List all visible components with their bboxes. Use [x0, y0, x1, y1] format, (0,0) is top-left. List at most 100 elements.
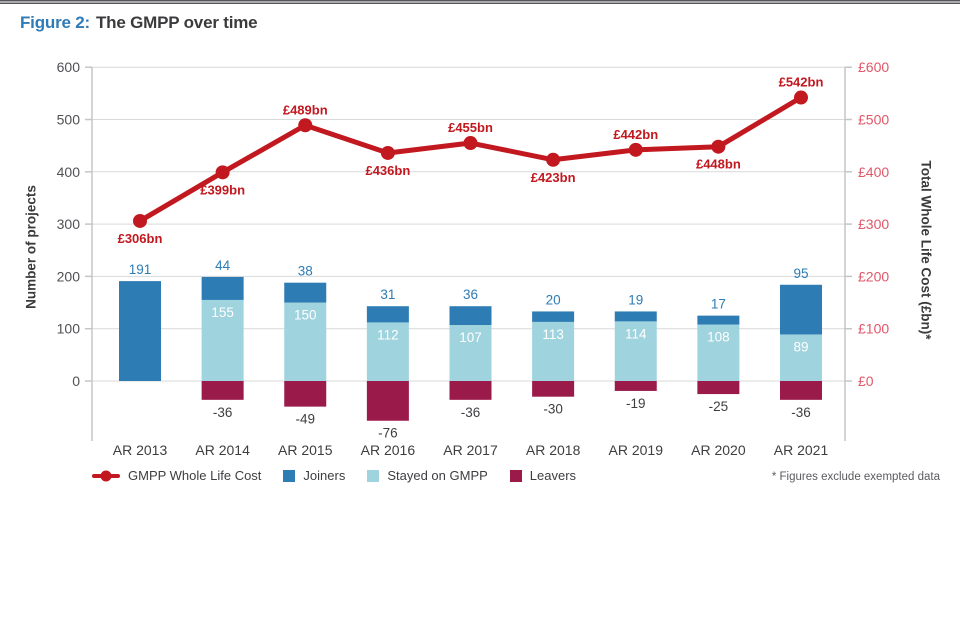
bar-segment-joiners [697, 315, 740, 325]
chart-legend: GMPP Whole Life Cost Joiners Stayed on G… [92, 468, 576, 483]
data-point-label: £442bn [613, 127, 658, 142]
bar-value-joiners: 95 [793, 266, 808, 281]
data-point [546, 152, 561, 167]
x-axis-label: AR 2014 [195, 442, 250, 458]
bar-segment-stayed [532, 321, 575, 381]
bar-segment-leavers [614, 381, 657, 391]
x-axis-label: AR 2013 [113, 442, 168, 458]
data-point [133, 213, 147, 228]
x-axis-label: AR 2016 [361, 442, 416, 458]
x-axis-label: AR 2017 [443, 442, 498, 458]
data-point [215, 165, 230, 180]
bar-value-leavers: -36 [791, 405, 811, 420]
figure-title: Figure 2: The GMPP over time [20, 13, 258, 33]
left-axis-tick-label: 200 [57, 268, 81, 284]
x-axis-label: AR 2015 [278, 442, 333, 458]
bar-value-stayed: 114 [625, 326, 647, 341]
legend-item-joiners: Joiners [283, 468, 345, 483]
bar-value-joiners: 31 [380, 287, 395, 302]
bar-value-joiners: 44 [215, 258, 231, 273]
bar-value-stayed: 89 [793, 339, 808, 354]
bar-value-stayed: 108 [707, 330, 730, 345]
right-axis-tick-label: £600 [858, 59, 889, 75]
left-axis-tick-label: 500 [57, 112, 81, 128]
bar-segment-stayed [284, 302, 327, 381]
bar-segment-stayed [697, 324, 740, 381]
right-axis-tick-label: £100 [858, 321, 889, 337]
bar-segment-leavers [532, 381, 575, 397]
right-axis-tick-label: £0 [858, 373, 874, 389]
bar-value-stayed: 150 [294, 308, 317, 323]
data-point-label: £306bn [118, 231, 163, 246]
stayed-swatch-icon [367, 469, 380, 482]
bar-value-stayed: 112 [377, 327, 399, 342]
bar-value-stayed: 155 [211, 305, 234, 320]
bar-segment-stayed [449, 325, 492, 381]
right-axis-tick-label: £300 [858, 216, 889, 232]
x-axis-label: AR 2018 [526, 442, 581, 458]
bar-value-leavers: -19 [626, 396, 646, 411]
bar-value-leavers: -36 [461, 405, 481, 420]
legend-label-stayed: Stayed on GMPP [387, 468, 488, 483]
data-point [463, 136, 478, 151]
bar-segment-joiners [780, 284, 822, 335]
line-swatch-icon [92, 473, 120, 478]
legend-label-joiners: Joiners [303, 468, 346, 483]
data-point-label: £489bn [283, 102, 328, 117]
bar-segment-leavers [201, 381, 244, 400]
bar-value-joiners: 36 [463, 287, 478, 302]
data-point [628, 142, 643, 157]
leavers-swatch-icon [509, 469, 522, 482]
bar-segment-joiners [284, 282, 327, 303]
right-axis-tick-label: £200 [858, 268, 889, 284]
left-axis-tick-label: 300 [57, 216, 81, 232]
data-point-label: £436bn [365, 163, 410, 178]
bar-segment-joiners [366, 306, 409, 323]
bar-segment-leavers [366, 381, 409, 421]
bar-value-joiners: 38 [298, 264, 313, 279]
bar-segment-joiners [449, 306, 492, 326]
bar-segment-leavers [780, 381, 822, 400]
bar-value-joiners: 191 [129, 262, 152, 277]
bar-value-leavers: -36 [213, 405, 233, 420]
bar-segment-joiners [201, 276, 244, 300]
left-axis-tick-label: 600 [57, 59, 81, 75]
bar-segment-joiners [119, 281, 161, 381]
legend-label-leavers: Leavers [529, 468, 577, 483]
legend-item-stayed: Stayed on GMPP [367, 468, 488, 483]
legend-item-leavers: Leavers [509, 468, 577, 483]
data-point-label: £542bn [779, 75, 824, 90]
figure-number: Figure 2: [20, 13, 90, 32]
joiners-swatch-icon [283, 469, 296, 482]
x-axis-label: AR 2020 [691, 442, 746, 458]
data-point-label: £399bn [200, 182, 245, 197]
left-axis-tick-label: 400 [57, 164, 81, 180]
legend-label-wlc: GMPP Whole Life Cost [128, 468, 262, 483]
bar-segment-joiners [532, 311, 575, 322]
bar-value-joiners: 20 [546, 292, 561, 307]
chart-footnote: * Figures exclude exempted data [771, 471, 940, 483]
bar-value-leavers: -49 [295, 412, 315, 427]
bar-segment-stayed [366, 322, 409, 381]
bar-segment-stayed [614, 321, 657, 381]
data-point [711, 139, 726, 154]
right-axis-tick-label: £400 [858, 164, 889, 180]
bar-segment-stayed [780, 334, 822, 381]
data-point-label: £455bn [448, 120, 493, 135]
figure-title-text: The GMPP over time [96, 13, 258, 32]
bar-segment-leavers [284, 381, 327, 407]
data-point [794, 90, 808, 105]
data-point [298, 118, 313, 133]
bar-value-leavers: -25 [709, 399, 729, 414]
bar-segment-leavers [449, 381, 492, 400]
bar-value-stayed: 107 [459, 330, 482, 345]
data-point [380, 145, 395, 160]
legend-item-wlc: GMPP Whole Life Cost [92, 468, 261, 483]
bar-value-joiners: 17 [711, 297, 726, 312]
x-axis-label: AR 2019 [609, 442, 664, 458]
bar-value-stayed: 113 [542, 327, 564, 342]
bar-value-leavers: -30 [543, 402, 563, 417]
x-axis-label: AR 2021 [774, 442, 829, 458]
